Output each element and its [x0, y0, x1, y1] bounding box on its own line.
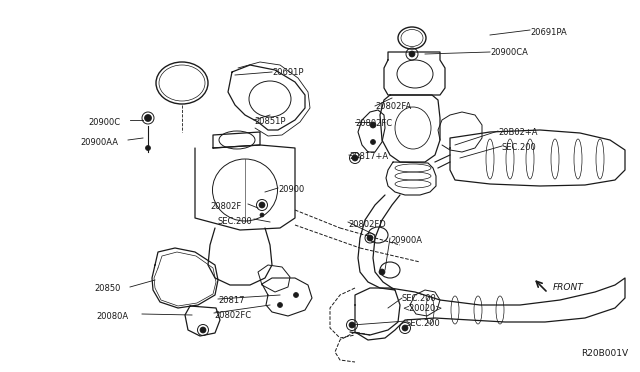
Text: 20802F: 20802F	[210, 202, 241, 211]
Text: 20851P: 20851P	[254, 117, 285, 126]
Circle shape	[367, 235, 373, 241]
Circle shape	[349, 322, 355, 328]
Circle shape	[402, 325, 408, 331]
Text: 20080A: 20080A	[96, 312, 128, 321]
Text: 20817: 20817	[218, 296, 244, 305]
Text: FRONT: FRONT	[553, 283, 584, 292]
Text: 20850: 20850	[94, 284, 120, 293]
Text: SEC.200: SEC.200	[502, 143, 537, 152]
Circle shape	[352, 155, 358, 161]
Text: 20691P: 20691P	[272, 68, 303, 77]
Circle shape	[278, 302, 282, 308]
Circle shape	[294, 292, 298, 298]
Text: SEC.200
<20020>: SEC.200 <20020>	[402, 294, 442, 313]
Text: 20B02+A: 20B02+A	[498, 128, 538, 137]
Text: 20691PA: 20691PA	[530, 28, 567, 37]
Circle shape	[371, 140, 376, 144]
Circle shape	[145, 145, 150, 151]
Circle shape	[260, 213, 264, 217]
Circle shape	[379, 269, 385, 275]
Text: R20B001V: R20B001V	[581, 349, 628, 358]
Text: 20900CA: 20900CA	[490, 48, 528, 57]
Text: 20802FC: 20802FC	[355, 119, 392, 128]
Text: 20900C: 20900C	[88, 118, 120, 127]
Text: 20900A: 20900A	[390, 236, 422, 245]
Text: 20900: 20900	[278, 185, 304, 194]
Text: 20802FA: 20802FA	[375, 102, 412, 111]
Circle shape	[200, 327, 206, 333]
Circle shape	[259, 202, 265, 208]
Circle shape	[370, 122, 376, 128]
Circle shape	[409, 51, 415, 57]
Text: SEC.200: SEC.200	[406, 319, 441, 328]
Text: 20802FD: 20802FD	[348, 220, 386, 229]
Text: 20900AA: 20900AA	[80, 138, 118, 147]
Text: 20802FC: 20802FC	[214, 311, 251, 320]
Circle shape	[145, 115, 152, 122]
Text: SEC.200: SEC.200	[218, 217, 253, 226]
Text: 20817+A: 20817+A	[349, 152, 388, 161]
